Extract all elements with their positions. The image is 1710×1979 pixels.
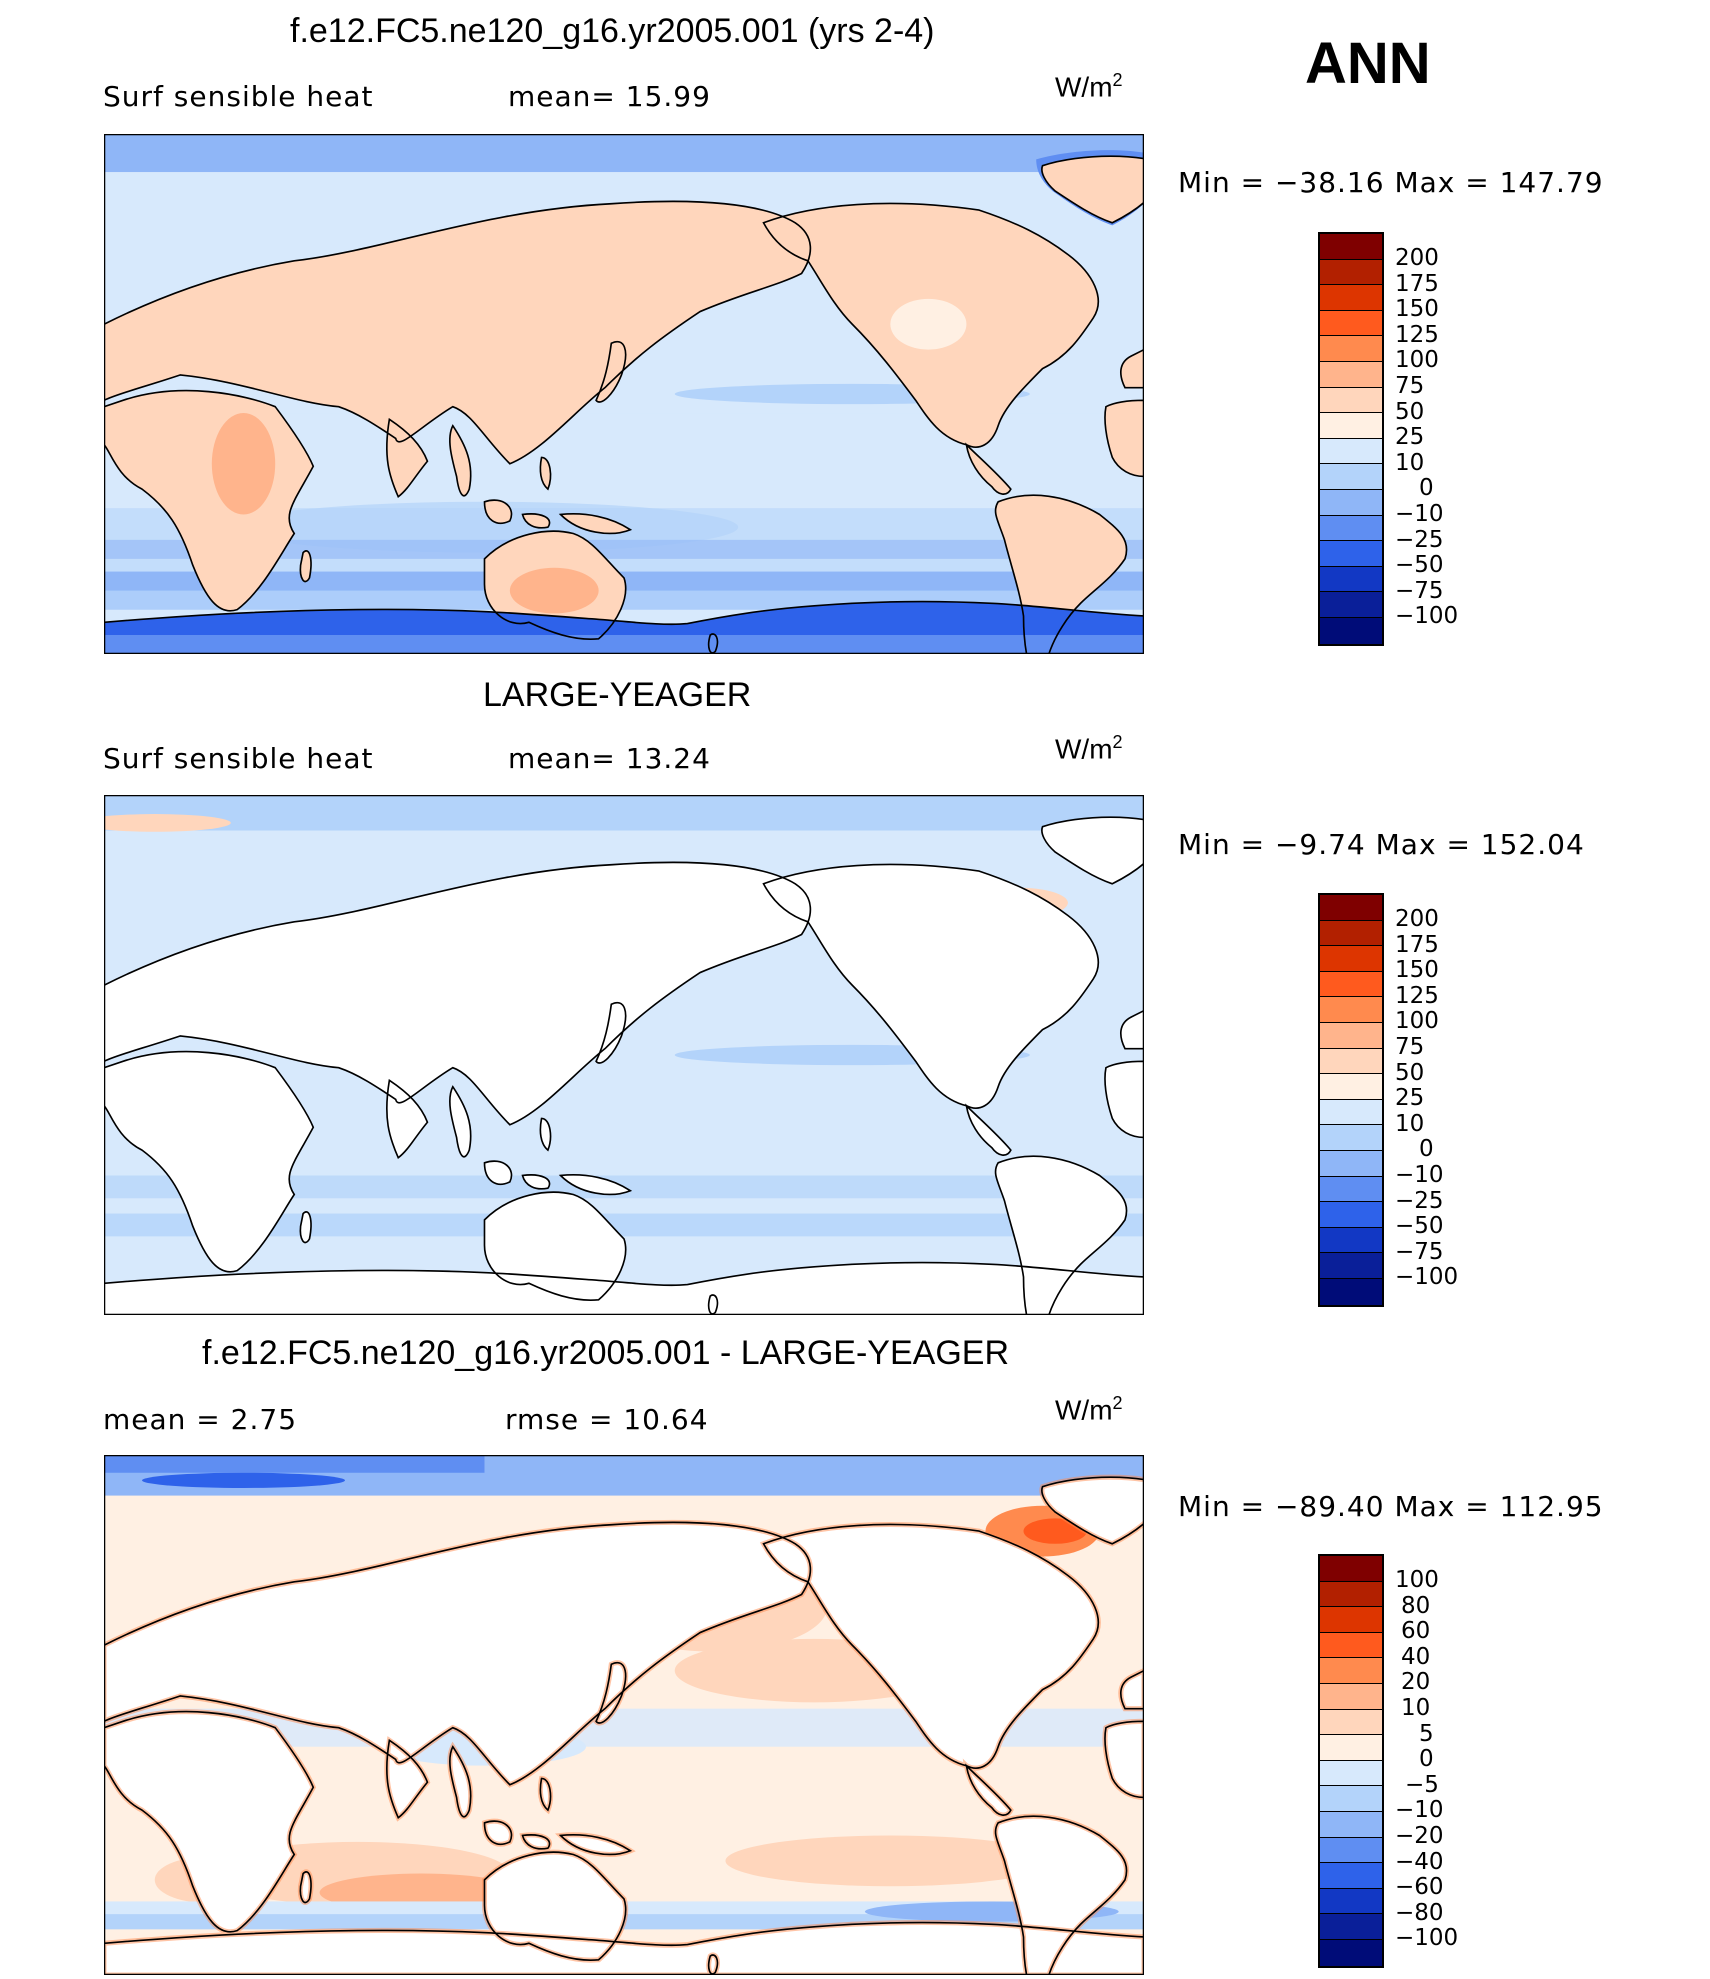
- panel3-level: −40: [1395, 1848, 1444, 1875]
- panel2-map: [104, 795, 1144, 1315]
- panel1-field-label: Surf sensible heat: [103, 80, 374, 113]
- panel1-level: −25: [1395, 526, 1444, 553]
- panel3-units: W/m2: [1055, 1393, 1123, 1426]
- panel3-mean-label: mean = 2.75: [103, 1403, 298, 1436]
- panel2-level: 200: [1395, 906, 1439, 932]
- panel1-colorbar: [1318, 232, 1384, 646]
- panel2-level: 50: [1395, 1059, 1425, 1086]
- panel2-level: −75: [1395, 1238, 1444, 1265]
- panel2-level: 0: [1419, 1136, 1434, 1163]
- panel1-level: 0: [1419, 475, 1434, 502]
- panel3-level: −80: [1395, 1899, 1444, 1926]
- panel1-minmax: Min = −38.16 Max = 147.79: [1178, 166, 1604, 199]
- panel1-level: 125: [1395, 321, 1439, 348]
- panel2-units: W/m2: [1055, 732, 1123, 765]
- panel3-level: 80: [1401, 1592, 1431, 1619]
- panel2-level: −50: [1395, 1213, 1444, 1240]
- panel2-level: −100: [1395, 1264, 1459, 1291]
- panel2-minmax: Min = −9.74 Max = 152.04: [1178, 828, 1585, 861]
- panel2-mean-label: mean= 13.24: [508, 742, 711, 775]
- panel2-field-label: Surf sensible heat: [103, 742, 374, 775]
- panel3-rmse-label: rmse = 10.64: [505, 1403, 709, 1436]
- panel2-level: 150: [1395, 957, 1439, 984]
- panel1-mean-label: mean= 15.99: [508, 80, 711, 113]
- panel2-colorbar: [1318, 893, 1384, 1307]
- panel3-level: −5: [1405, 1771, 1439, 1798]
- panel2-title: LARGE-YEAGER: [483, 676, 752, 714]
- panel1-level: 50: [1395, 398, 1425, 425]
- panel3-colorbar: [1318, 1554, 1384, 1968]
- panel1-level: 25: [1395, 424, 1425, 451]
- panel1-units: W/m2: [1055, 70, 1123, 103]
- panel3-level: −60: [1395, 1874, 1444, 1901]
- panel1-level: −50: [1395, 552, 1444, 579]
- panel1-level: 200: [1395, 245, 1439, 271]
- panel3-title: f.e12.FC5.ne120_g16.yr2005.001 - LARGE-Y…: [202, 1334, 1010, 1372]
- panel1-level: 175: [1395, 270, 1439, 297]
- panel1-level: 150: [1395, 296, 1439, 323]
- panel3-level: −100: [1395, 1925, 1459, 1952]
- panel2-level: 125: [1395, 982, 1439, 1009]
- panel3-level: 40: [1401, 1643, 1431, 1670]
- panel3-level: 100: [1395, 1567, 1439, 1593]
- panel1-map: [104, 134, 1144, 654]
- panel1-level: −75: [1395, 577, 1444, 604]
- panel1-level: 10: [1395, 449, 1425, 476]
- panel2-level: −25: [1395, 1187, 1444, 1214]
- panel3-minmax: Min = −89.40 Max = 112.95: [1178, 1490, 1604, 1523]
- panel1-level: 75: [1395, 373, 1425, 399]
- season-label: ANN: [1305, 31, 1431, 96]
- panel2-level: 10: [1395, 1110, 1425, 1137]
- panel2-level: −10: [1395, 1162, 1444, 1188]
- panel3-level: 20: [1401, 1669, 1431, 1696]
- panel3-map: [104, 1455, 1144, 1975]
- panel3-level: −10: [1395, 1797, 1444, 1824]
- panel1-level: −10: [1395, 501, 1444, 527]
- panel1-level: −100: [1395, 603, 1459, 630]
- panel3-level: 10: [1401, 1695, 1431, 1721]
- panel3-level: 0: [1419, 1746, 1434, 1773]
- panel3-level: 5: [1419, 1720, 1434, 1747]
- panel1-title: f.e12.FC5.ne120_g16.yr2005.001 (yrs 2-4): [290, 12, 935, 50]
- panel2-level: 25: [1395, 1085, 1425, 1112]
- panel3-level: −20: [1395, 1823, 1444, 1849]
- panel2-level: 100: [1395, 1008, 1439, 1035]
- panel3-level: 60: [1401, 1618, 1431, 1645]
- panel2-level: 75: [1395, 1034, 1425, 1060]
- panel2-level: 175: [1395, 931, 1439, 958]
- panel1-level: 100: [1395, 347, 1439, 374]
